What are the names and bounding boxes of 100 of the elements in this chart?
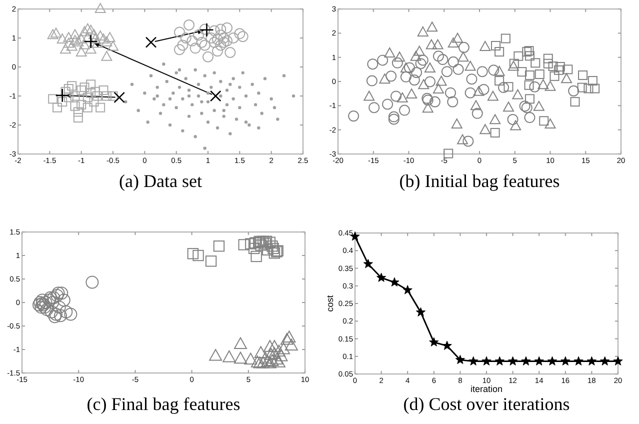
point bbox=[550, 71, 560, 81]
point bbox=[560, 356, 570, 366]
point bbox=[254, 346, 268, 358]
point bbox=[210, 90, 222, 102]
point bbox=[187, 248, 199, 260]
point bbox=[578, 70, 588, 80]
point bbox=[498, 82, 510, 94]
point bbox=[473, 86, 484, 96]
point bbox=[237, 31, 248, 42]
point bbox=[482, 356, 492, 366]
point bbox=[451, 118, 462, 129]
point bbox=[222, 350, 236, 362]
point bbox=[85, 44, 96, 54]
point bbox=[386, 70, 397, 82]
point bbox=[376, 272, 386, 282]
point bbox=[55, 286, 68, 300]
point bbox=[76, 85, 86, 95]
point bbox=[364, 90, 375, 101]
point bbox=[190, 42, 201, 54]
point bbox=[48, 310, 62, 324]
point bbox=[253, 356, 266, 368]
point bbox=[462, 136, 474, 147]
point bbox=[248, 242, 260, 254]
point bbox=[94, 3, 106, 13]
point bbox=[399, 104, 410, 116]
point bbox=[206, 32, 217, 44]
point bbox=[245, 238, 256, 250]
point bbox=[177, 40, 188, 51]
point bbox=[73, 113, 83, 122]
point bbox=[101, 36, 112, 46]
point bbox=[76, 33, 87, 44]
point bbox=[491, 40, 501, 50]
point bbox=[79, 39, 90, 50]
point bbox=[222, 22, 232, 34]
point bbox=[476, 66, 488, 78]
point bbox=[193, 30, 204, 41]
point bbox=[366, 75, 378, 86]
point bbox=[180, 32, 192, 44]
point bbox=[488, 64, 500, 76]
point bbox=[266, 240, 278, 252]
point bbox=[32, 298, 46, 312]
point bbox=[508, 356, 518, 366]
point bbox=[192, 250, 204, 262]
point bbox=[268, 340, 281, 352]
point bbox=[67, 81, 77, 91]
point bbox=[524, 112, 536, 124]
point bbox=[58, 97, 68, 107]
point bbox=[512, 89, 524, 100]
point bbox=[228, 32, 239, 44]
point bbox=[98, 33, 109, 44]
point bbox=[555, 62, 565, 72]
point bbox=[174, 44, 185, 56]
point bbox=[466, 74, 478, 85]
point bbox=[262, 244, 274, 256]
point bbox=[250, 250, 262, 262]
point bbox=[234, 352, 247, 364]
point bbox=[92, 38, 103, 48]
point bbox=[400, 62, 412, 72]
point bbox=[268, 248, 280, 259]
point bbox=[368, 102, 380, 114]
point bbox=[447, 96, 458, 108]
point bbox=[272, 356, 286, 368]
point bbox=[524, 51, 534, 61]
point bbox=[76, 46, 87, 56]
point bbox=[547, 356, 558, 366]
point bbox=[530, 58, 540, 68]
point bbox=[57, 294, 70, 307]
point bbox=[208, 36, 220, 48]
point bbox=[82, 23, 94, 34]
point bbox=[416, 307, 426, 316]
x-axis-title: iteration bbox=[470, 384, 503, 394]
point bbox=[500, 34, 510, 44]
point bbox=[199, 40, 210, 51]
point bbox=[543, 58, 553, 68]
point bbox=[208, 25, 220, 36]
point bbox=[444, 87, 456, 98]
point bbox=[88, 29, 100, 40]
point bbox=[563, 64, 573, 74]
point bbox=[82, 92, 92, 102]
point bbox=[458, 52, 469, 62]
point bbox=[50, 28, 62, 38]
point bbox=[470, 100, 482, 110]
point bbox=[212, 34, 223, 45]
point bbox=[406, 88, 418, 99]
point bbox=[613, 356, 623, 366]
point bbox=[480, 124, 491, 134]
point bbox=[418, 79, 430, 90]
point bbox=[86, 80, 96, 90]
point bbox=[424, 62, 436, 72]
point bbox=[568, 85, 580, 96]
point bbox=[390, 277, 400, 286]
point bbox=[52, 300, 66, 314]
point bbox=[215, 40, 226, 51]
point bbox=[56, 33, 68, 44]
point bbox=[255, 240, 266, 251]
point bbox=[510, 120, 522, 130]
point bbox=[63, 38, 74, 48]
point bbox=[432, 39, 444, 50]
point bbox=[70, 91, 80, 101]
point bbox=[402, 285, 412, 294]
